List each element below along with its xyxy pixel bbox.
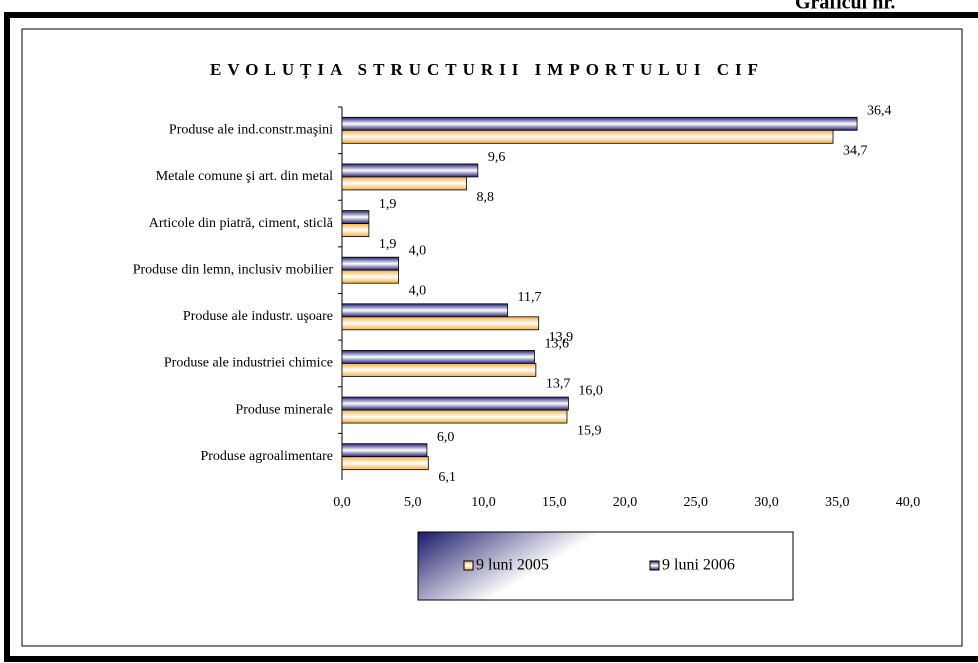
chart-title: EVOLUȚIA STRUCTURII IMPORTULUI CIF	[210, 60, 764, 80]
bar	[341, 210, 370, 224]
x-tick-label: 25,0	[684, 495, 709, 510]
bar	[341, 350, 535, 364]
bar	[341, 163, 479, 178]
bar	[341, 443, 428, 458]
value-label: 6,0	[437, 430, 455, 445]
value-label: 1,9	[379, 197, 397, 212]
value-label: 9,6	[488, 150, 506, 165]
bar	[341, 303, 508, 318]
value-label: 11,7	[518, 290, 542, 305]
bar	[341, 129, 834, 144]
value-label: 36,4	[867, 104, 892, 119]
page-label: Graficul nr.	[795, 0, 895, 14]
legend-swatch	[649, 560, 660, 571]
y-tick-label: Produse ale industr. uşoare	[183, 309, 333, 324]
x-tick-label: 40,0	[896, 495, 921, 510]
x-tick-label: 15,0	[542, 495, 567, 510]
x-tick-label: 30,0	[754, 495, 779, 510]
y-tick-label: Metale comune şi art. din metal	[156, 169, 333, 184]
legend-label: 9 luni 2005	[476, 557, 549, 574]
value-label: 15,9	[577, 423, 602, 438]
outer-frame	[4, 12, 978, 662]
legend-label: 9 luni 2006	[662, 557, 735, 574]
y-tick-label: Produse agroalimentare	[200, 449, 333, 464]
y-tick-label: Articole din piatră, ciment, sticlă	[149, 216, 334, 231]
y-tick-label: Produse ale industriei chimice	[164, 356, 333, 371]
value-label: 16,0	[578, 383, 603, 398]
y-tick-label: Produse ale ind.constr.maşini	[169, 123, 333, 138]
value-label: 8,8	[477, 190, 495, 205]
x-tick-label: 10,0	[471, 495, 496, 510]
value-label: 6,1	[438, 470, 456, 485]
value-label: 4,0	[409, 243, 427, 258]
value-label: 13,9	[549, 330, 574, 345]
value-label: 34,7	[843, 144, 868, 159]
x-tick-label: 20,0	[613, 495, 638, 510]
bar	[341, 316, 540, 331]
y-tick-label: Produse din lemn, inclusiv mobilier	[133, 262, 334, 277]
legend-swatch	[463, 560, 474, 571]
value-label: 1,9	[379, 237, 397, 252]
bar	[341, 116, 858, 131]
bar	[341, 256, 399, 271]
x-tick-label: 35,0	[825, 495, 850, 510]
bar	[341, 269, 399, 284]
bar	[341, 176, 467, 191]
bar	[341, 396, 569, 411]
value-label: 4,0	[409, 283, 427, 298]
legend: 9 luni 2005 9 luni 2006	[463, 557, 735, 574]
legend-box	[417, 531, 794, 601]
bar	[341, 363, 537, 377]
bar	[341, 456, 429, 471]
x-tick-label: 0,0	[333, 495, 351, 510]
y-tick-label: Produse minerale	[235, 402, 333, 417]
x-tick-label: 5,0	[404, 495, 422, 510]
bar	[341, 409, 568, 424]
bar	[341, 223, 370, 237]
chart-border	[21, 28, 963, 647]
value-label: 13,6	[544, 337, 569, 352]
value-label: 13,7	[546, 377, 571, 392]
